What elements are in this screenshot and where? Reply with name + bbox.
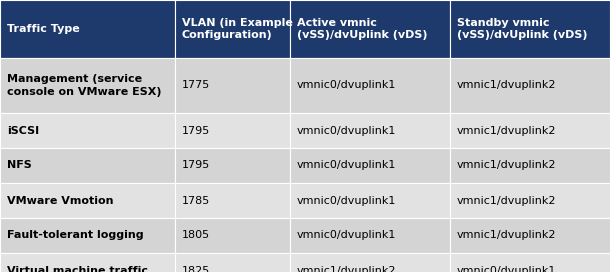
Text: 1825: 1825 xyxy=(182,265,210,272)
Bar xyxy=(290,58,450,113)
Text: vmnic1/dvuplink2: vmnic1/dvuplink2 xyxy=(457,160,556,171)
Bar xyxy=(175,253,290,272)
Bar xyxy=(450,253,610,272)
Bar xyxy=(290,148,450,183)
Text: vmnic1/dvuplink2: vmnic1/dvuplink2 xyxy=(457,196,556,206)
Text: NFS: NFS xyxy=(7,160,32,171)
Bar xyxy=(0,253,175,272)
Bar xyxy=(290,183,450,218)
Text: vmnic1/dvuplink2: vmnic1/dvuplink2 xyxy=(297,265,396,272)
Text: VMware Vmotion: VMware Vmotion xyxy=(7,196,113,206)
Bar xyxy=(0,113,175,148)
Text: 1795: 1795 xyxy=(182,160,210,171)
Text: 1795: 1795 xyxy=(182,125,210,135)
Text: VLAN (in Example
Configuration): VLAN (in Example Configuration) xyxy=(182,18,293,41)
Bar xyxy=(290,113,450,148)
Bar xyxy=(450,0,610,58)
Bar xyxy=(0,0,175,58)
Text: vmnic1/dvuplink2: vmnic1/dvuplink2 xyxy=(457,81,556,91)
Bar xyxy=(450,58,610,113)
Bar xyxy=(0,58,175,113)
Text: vmnic0/dvuplink1: vmnic0/dvuplink1 xyxy=(297,196,396,206)
Bar xyxy=(175,218,290,253)
Text: vmnic0/dvuplink1: vmnic0/dvuplink1 xyxy=(297,81,396,91)
Text: Fault-tolerant logging: Fault-tolerant logging xyxy=(7,230,143,240)
Bar xyxy=(0,148,175,183)
Text: vmnic1/dvuplink2: vmnic1/dvuplink2 xyxy=(457,230,556,240)
Text: vmnic0/dvuplink1: vmnic0/dvuplink1 xyxy=(457,265,556,272)
Bar xyxy=(175,148,290,183)
Text: vmnic0/dvuplink1: vmnic0/dvuplink1 xyxy=(297,125,396,135)
Bar xyxy=(175,58,290,113)
Text: 1785: 1785 xyxy=(182,196,210,206)
Text: vmnic1/dvuplink2: vmnic1/dvuplink2 xyxy=(457,125,556,135)
Bar xyxy=(175,0,290,58)
Text: iSCSI: iSCSI xyxy=(7,125,39,135)
Bar xyxy=(0,218,175,253)
Bar xyxy=(290,218,450,253)
Bar xyxy=(290,253,450,272)
Text: vmnic0/dvuplink1: vmnic0/dvuplink1 xyxy=(297,230,396,240)
Text: vmnic0/dvuplink1: vmnic0/dvuplink1 xyxy=(297,160,396,171)
Text: Virtual machine traffic: Virtual machine traffic xyxy=(7,265,148,272)
Text: Traffic Type: Traffic Type xyxy=(7,24,80,34)
Bar xyxy=(290,0,450,58)
Text: 1805: 1805 xyxy=(182,230,210,240)
Bar xyxy=(175,113,290,148)
Bar xyxy=(450,113,610,148)
Text: Standby vmnic
(vSS)/dvUplink (vDS): Standby vmnic (vSS)/dvUplink (vDS) xyxy=(457,18,587,41)
Text: Active vmnic
(vSS)/dvUplink (vDS): Active vmnic (vSS)/dvUplink (vDS) xyxy=(297,18,428,41)
Bar xyxy=(175,183,290,218)
Text: 1775: 1775 xyxy=(182,81,210,91)
Bar xyxy=(0,183,175,218)
Bar xyxy=(450,218,610,253)
Bar xyxy=(450,183,610,218)
Bar xyxy=(450,148,610,183)
Text: Management (service
console on VMware ESX): Management (service console on VMware ES… xyxy=(7,74,162,97)
